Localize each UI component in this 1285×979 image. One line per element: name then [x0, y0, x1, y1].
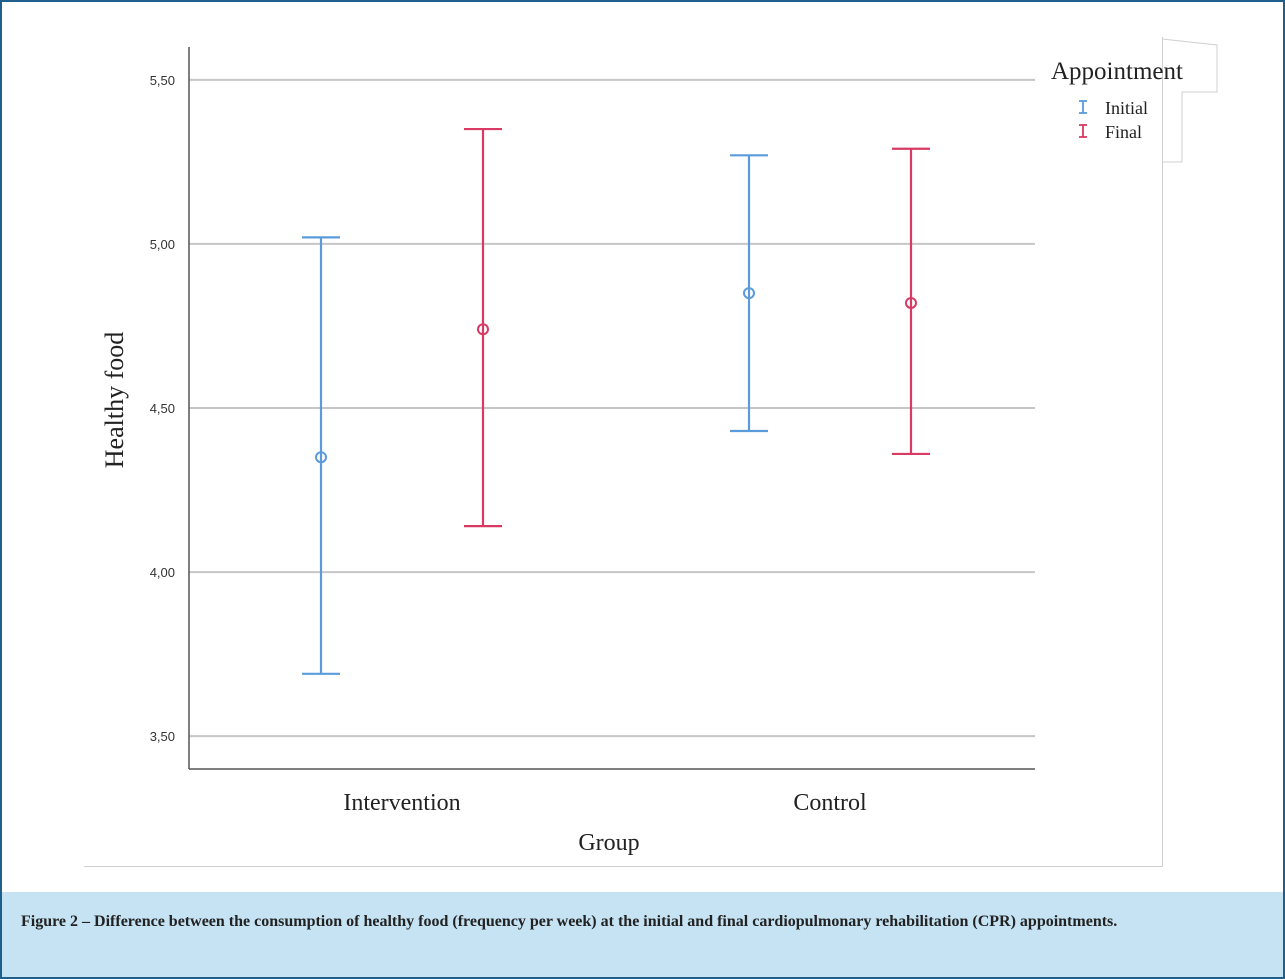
y-tick-label: 4,00 — [150, 565, 175, 580]
legend-box — [1161, 38, 1218, 163]
y-tick-label: 5,00 — [150, 237, 175, 252]
mean-marker — [743, 287, 755, 300]
legend-label: Initial — [1105, 98, 1148, 118]
y-tick-label: 3,50 — [150, 729, 175, 744]
x-tick-label: Intervention — [343, 790, 460, 816]
x-tick-label: Control — [793, 790, 867, 816]
legend-label: Final — [1105, 122, 1142, 142]
error-bar-chart: 3,50 4,00 4,50 5,00 5,50 Intervention Control G… — [100, 38, 1218, 856]
y-axis-title: Healthy food — [100, 332, 129, 468]
mean-marker — [477, 323, 489, 336]
caption-band: Figure 2 – Difference between the consum… — [2, 892, 1283, 977]
y-tick-label: 5,50 — [150, 73, 175, 88]
y-tick-label: 4,50 — [150, 401, 175, 416]
x-axis-title: Group — [578, 830, 639, 856]
mean-marker — [315, 451, 327, 464]
plot-panel — [84, 37, 1163, 867]
mean-marker — [905, 296, 917, 309]
figure-caption: Figure 2 – Difference between the consum… — [21, 913, 1118, 930]
legend-title: Appointment — [1051, 58, 1183, 85]
